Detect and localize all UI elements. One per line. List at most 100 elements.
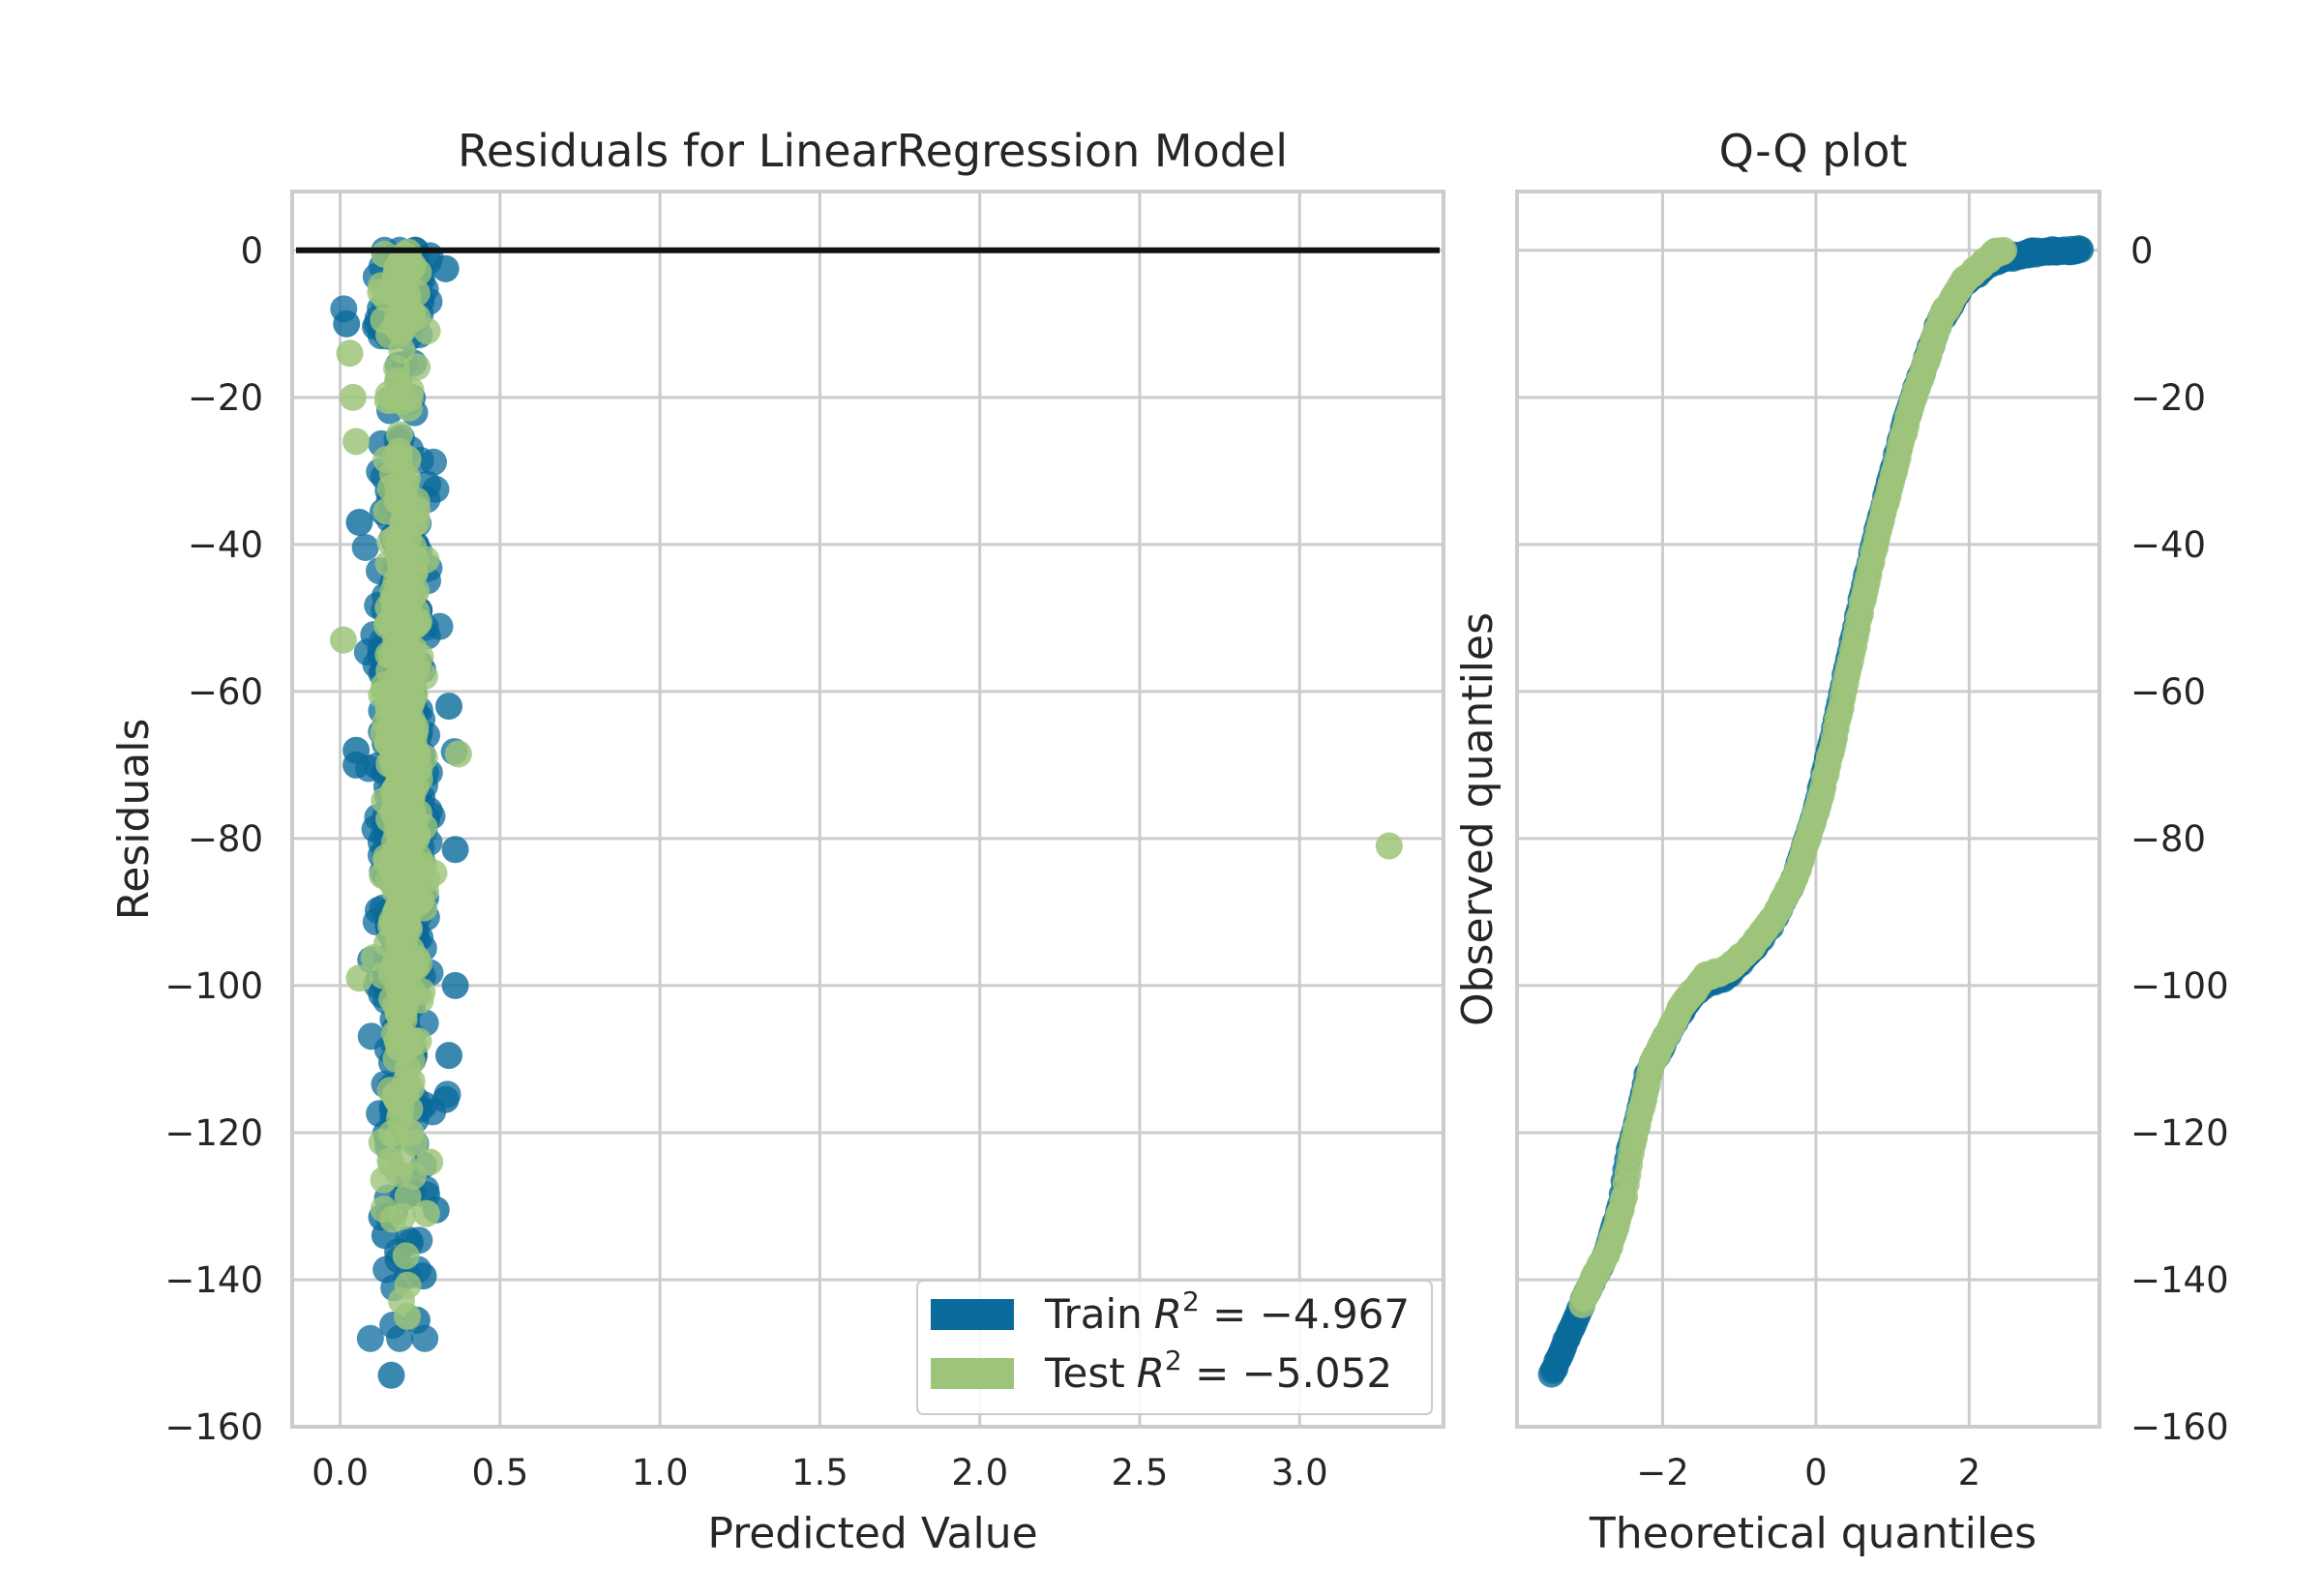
train-point [353, 638, 381, 666]
residuals-title: Residuals for LinearRegression Model [458, 125, 1288, 177]
qq-x-tick-label: 2 [1958, 1452, 1981, 1493]
residuals-x-tick-label: 2.5 [1112, 1452, 1169, 1493]
qq-y-tick-label: −80 [2130, 818, 2206, 860]
residuals-x-tick-label: 1.0 [632, 1452, 689, 1493]
qq-axes-frame [1515, 190, 2101, 1429]
test-point [387, 631, 415, 659]
test-point [345, 964, 373, 992]
test-point [385, 1160, 413, 1188]
qq-y-tick-label: −100 [2130, 965, 2229, 1007]
test-point [329, 626, 357, 654]
test-point [336, 340, 364, 368]
legend-train-label: Train R2 = −4.967 [1044, 1286, 1410, 1338]
test-point [410, 744, 438, 772]
train-point [434, 1042, 462, 1070]
qq-y-tick-label: −140 [2130, 1259, 2229, 1301]
qq-x-tick-label: 0 [1804, 1452, 1828, 1493]
train-point [345, 509, 373, 537]
test-point [1375, 832, 1403, 860]
qq-title: Q-Q plot [1719, 125, 1908, 177]
test-point [339, 383, 367, 411]
residuals-y-tick-label: −160 [164, 1406, 263, 1448]
qq-x-label: Theoretical quantiles [1589, 1509, 2037, 1558]
legend: Train R2 = −4.967 Test R2 = −5.052 [916, 1280, 1433, 1415]
test-point [394, 1183, 422, 1211]
residuals-x-tick-label: 0.5 [471, 1452, 528, 1493]
test-point [342, 428, 371, 456]
qq-train-point [2067, 235, 2095, 263]
legend-test-r: R [1137, 1349, 1165, 1397]
residuals-y-tick-label: −120 [164, 1112, 263, 1154]
residuals-x-label: Predicted Value [707, 1509, 1037, 1558]
qq-x-ticks: −2 0 2 [1636, 1452, 1980, 1493]
qq-y-tick-label: −40 [2130, 524, 2206, 566]
qq-y-tick-label: −20 [2130, 377, 2206, 419]
test-point [384, 1000, 412, 1028]
test-point [413, 317, 441, 345]
train-point [333, 310, 361, 338]
qq-y-tick-label: 0 [2130, 230, 2154, 272]
residuals-y-tick-label: −80 [188, 818, 263, 860]
legend-train-r-exp: 2 [1182, 1286, 1200, 1317]
test-point [373, 387, 402, 415]
qq-y-label: Observed quantiles [1453, 612, 1503, 1026]
residuals-x-tick-label: 2.0 [951, 1452, 1008, 1493]
test-point [385, 754, 413, 782]
qq-test-point [1990, 236, 2018, 264]
legend-train-r: R [1154, 1290, 1182, 1338]
residuals-x-tick-label: 1.5 [791, 1452, 848, 1493]
test-point [369, 862, 397, 890]
legend-test-name: Test [1044, 1349, 1125, 1397]
train-point [356, 1324, 384, 1352]
legend-test-r-exp: 2 [1165, 1345, 1182, 1376]
residuals-y-tick-label: −100 [164, 965, 263, 1007]
test-point [382, 782, 410, 810]
test-point [444, 740, 472, 768]
train-point [432, 1085, 460, 1113]
train-point [342, 751, 371, 779]
legend-box [916, 1280, 1433, 1415]
test-point [397, 376, 425, 404]
residuals-y-ticks: 0 −20 −40 −60 −80 −100 −120 −140 −160 [164, 230, 263, 1448]
residuals-scatter [329, 236, 1403, 1389]
test-point [412, 1199, 440, 1227]
test-point [392, 1242, 420, 1270]
legend-test-swatch [931, 1358, 1014, 1389]
test-point [389, 1078, 417, 1106]
residuals-x-tick-label: 0.0 [312, 1452, 369, 1493]
test-point [397, 1118, 425, 1146]
legend-train-r2-value: = −4.967 [1200, 1290, 1410, 1338]
qq-y-tick-label: −120 [2130, 1112, 2229, 1154]
test-point [394, 1302, 421, 1330]
legend-train-swatch [931, 1299, 1014, 1330]
residuals-y-tick-label: −60 [188, 671, 263, 713]
residuals-y-tick-label: −140 [164, 1259, 263, 1301]
legend-test-r2-value: = −5.052 [1182, 1349, 1392, 1397]
qq-y-tick-label: −160 [2130, 1406, 2229, 1448]
test-point [394, 281, 422, 309]
qq-x-tick-label: −2 [1636, 1452, 1689, 1493]
test-point [398, 671, 426, 699]
test-point [416, 1148, 444, 1176]
residuals-axes-frame [290, 190, 1445, 1429]
test-point [397, 935, 425, 963]
qq-panel: −2 0 2 0−20−40−60−80−100−120−140−160 Q-Q p… [1453, 125, 2229, 1558]
test-point [370, 1196, 398, 1224]
residuals-y-label: Residuals [109, 719, 159, 921]
train-point [432, 254, 460, 282]
residuals-x-tick-label: 3.0 [1271, 1452, 1328, 1493]
residuals-y-tick-label: −40 [188, 524, 263, 566]
test-point [392, 578, 420, 606]
train-point [357, 1022, 385, 1050]
train-point [441, 971, 469, 999]
test-point [394, 698, 422, 726]
qq-y-ticks: 0 −20 −40 −60 −80 −100 −120 −140 −160 [2130, 230, 2229, 1448]
train-point [441, 836, 469, 864]
qq-scatter [1537, 235, 2095, 1388]
train-point [377, 1361, 405, 1389]
legend-train-name: Train [1044, 1290, 1143, 1338]
residuals-x-ticks: 0.0 0.5 1.0 1.5 2.0 2.5 3.0 [312, 1452, 1328, 1493]
test-point [378, 459, 406, 488]
train-point [351, 533, 379, 561]
